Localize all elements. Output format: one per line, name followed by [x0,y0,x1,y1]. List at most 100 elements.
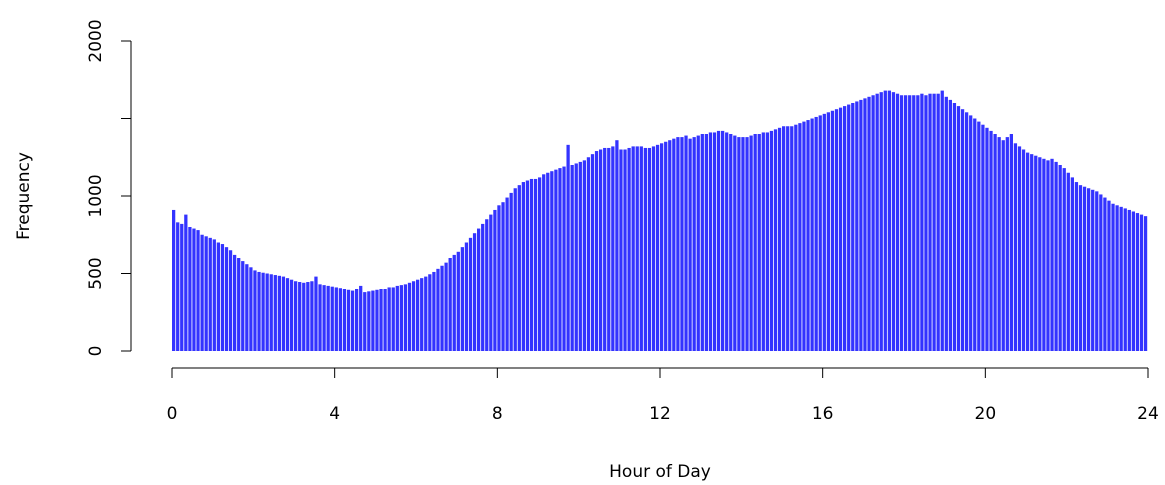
histogram-bar [1026,152,1030,351]
histogram-bar [359,285,363,351]
histogram-bar [985,127,989,351]
histogram-bar [786,126,790,351]
histogram-bar [428,274,432,351]
histogram-bar [196,230,200,351]
histogram-bar [228,250,233,351]
histogram-bar [708,132,713,351]
y-tick-label: 500 [86,257,106,289]
histogram-bar [627,147,631,351]
histogram-bar [420,278,424,351]
histogram-bar [704,134,708,351]
histogram-bar [603,147,607,351]
x-tick-label: 4 [329,404,340,424]
histogram-bar [790,126,794,351]
histogram-bar [920,93,924,351]
histogram-bar [834,109,839,351]
histogram-bar [497,205,501,351]
y-axis-title: Frequency [14,152,34,240]
histogram-bar [310,281,314,351]
histogram-bar [501,202,505,351]
histogram-bar [566,144,570,351]
histogram-bar [1058,165,1062,351]
histogram-bar [838,107,843,352]
histogram-bar [411,281,416,351]
x-tick-label: 20 [975,404,997,424]
histogram-bar [200,234,204,351]
x-tick-label: 16 [812,404,834,424]
histogram-bar [574,163,578,351]
histogram-bar [973,118,977,351]
histogram-bar [245,264,249,351]
histogram-bar [721,130,725,351]
histogram-bar [887,90,891,351]
histogram-bar [635,146,639,351]
histogram-bar [757,134,761,351]
histogram-bar [1017,146,1022,351]
histogram-bar [379,289,383,351]
histogram-bar [212,239,216,351]
histogram-bar [269,274,273,351]
histogram-bar [452,254,456,351]
histogram-bar [371,290,375,351]
histogram-bar [216,242,220,351]
histogram-bar [997,137,1001,351]
histogram-bar [416,279,420,351]
histogram-bar [456,251,460,351]
histogram-bar [375,289,379,351]
histogram-bar [599,149,603,351]
histogram-bar [554,169,558,351]
x-tick-label: 12 [649,404,671,424]
histogram-bar [676,137,680,351]
histogram-bar [749,135,753,351]
bars-group [172,90,1148,352]
histogram-bar [481,223,485,351]
histogram-bar [285,278,290,351]
histogram-bar [546,172,550,351]
histogram-bar [346,289,351,351]
histogram-bar [542,174,546,351]
histogram-bar [960,109,965,351]
histogram-bar [1119,206,1123,351]
histogram-bar [399,285,403,352]
histogram-bar [330,286,334,351]
x-tick-label: 0 [167,404,178,424]
histogram-bar [769,130,774,351]
histogram-bar [314,276,318,351]
histogram-bar [912,95,916,351]
histogram-bar [237,258,241,351]
histogram-bar [1038,157,1042,351]
histogram-bar [655,144,660,351]
histogram-bar [436,268,440,351]
histogram-bar [741,137,745,351]
histogram-bar [326,285,330,351]
histogram-bar [952,103,957,351]
y-tick-label: 1000 [86,174,106,217]
histogram-bar [477,228,481,351]
x-tick-label: 8 [492,404,503,424]
histogram-bar [188,227,192,351]
histogram-bar [729,134,733,351]
histogram-bar [517,185,521,351]
histogram-bar [432,271,436,351]
histogram-bar [1131,211,1135,351]
histogram-bar [273,275,277,351]
histogram-bar [1143,216,1148,351]
histogram-bar [265,273,269,351]
histogram-bar [904,95,908,351]
histogram-bar [924,95,928,351]
histogram-bar [989,130,993,351]
histogram-bar [277,275,281,351]
histogram-bar [851,103,855,351]
histogram-bar [700,134,704,351]
histogram-bar [830,110,835,351]
histogram-bar [485,219,489,351]
histogram-bar [928,93,932,351]
histogram-bar [1030,154,1034,351]
histogram-bar [712,132,717,351]
histogram-bar [489,214,493,351]
histogram-bar [765,132,769,351]
histogram-bar [1115,205,1119,351]
histogram-bar [192,228,196,351]
histogram-bar [1103,197,1107,351]
histogram-bar [859,99,863,352]
